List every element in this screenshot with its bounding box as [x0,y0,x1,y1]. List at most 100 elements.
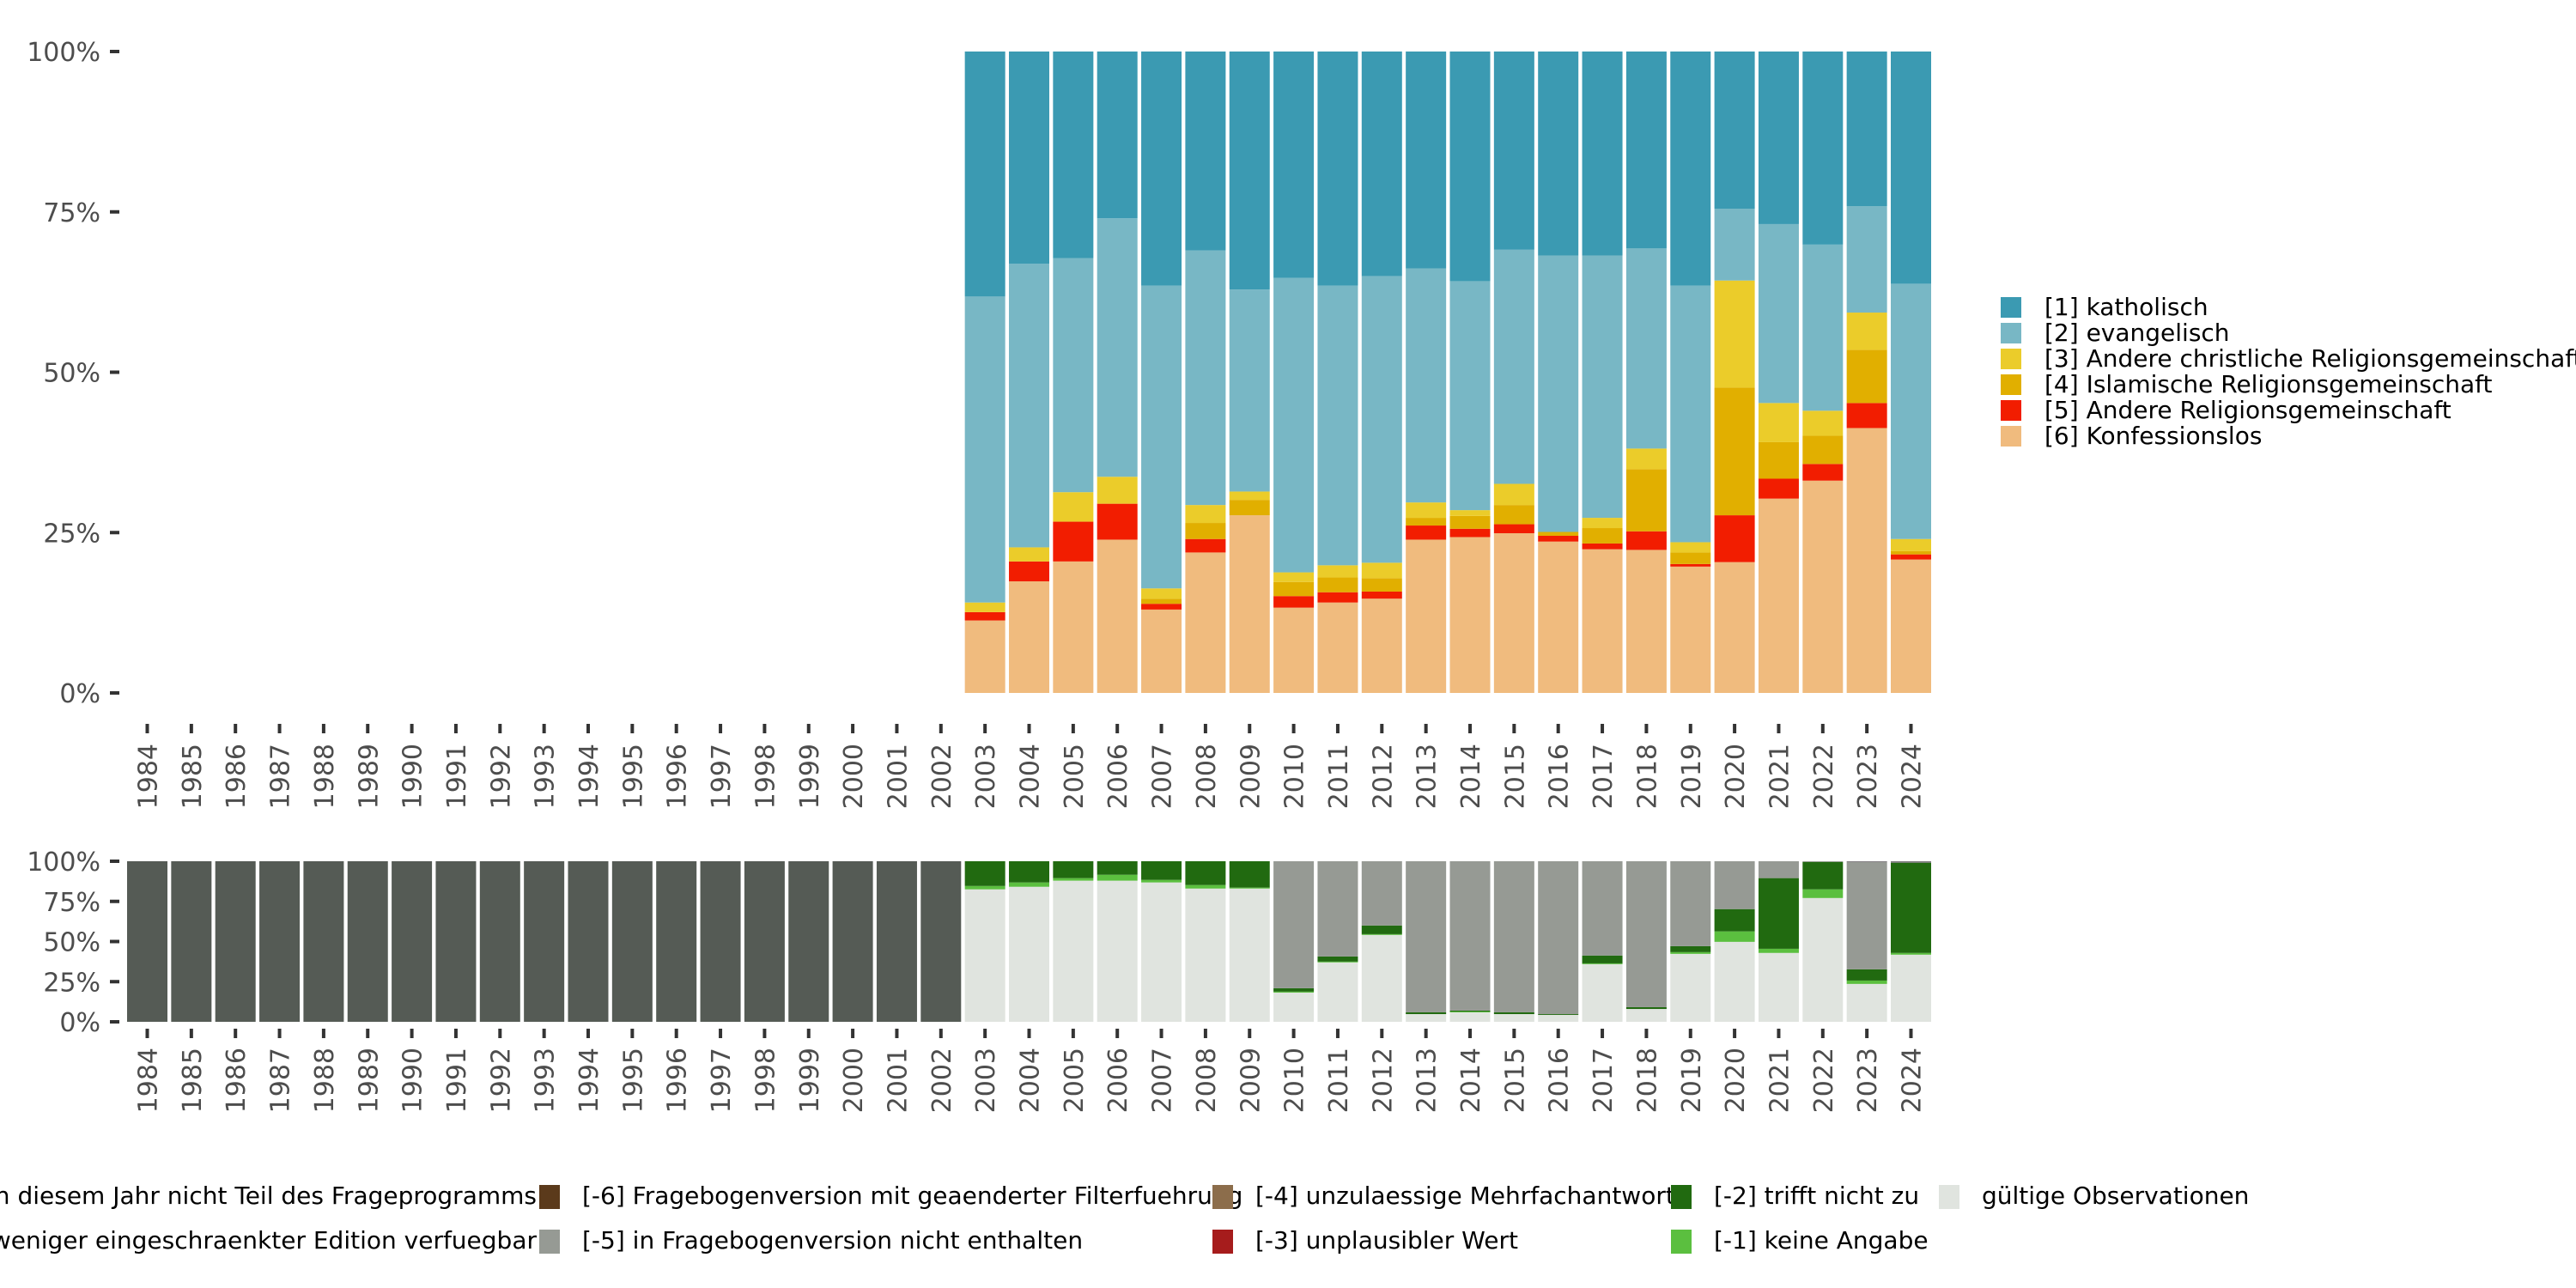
legend-label: in diesem Jahr nicht Teil des Frageprogr… [0,1182,537,1210]
bar-segment-2021-3-andere-christliche-religionsgemeinschaft [1758,403,1799,442]
bar-segment-2006-1-keine-angabe [1097,874,1138,881]
bar-segment-2017-1-katholisch [1582,52,1623,256]
legend-key [1939,1185,1959,1209]
bar-segment-1992-8-in-diesem-jahr-nicht-teil-des-frageprogramms [479,861,520,1022]
bar-segment-2006-3-andere-christliche-religionsgemeinschaft [1097,477,1138,504]
x-tick-label: 2012 [1368,1048,1398,1113]
bar-segment-2018-g-ltige-observationen [1625,1009,1667,1022]
bar-segment-2017-5-andere-religionsgemeinschaft [1582,543,1623,550]
bar-segment-2016-5-andere-religionsgemeinschaft [1538,535,1579,542]
bar-segment-2023-1-keine-angabe [1846,980,1887,984]
bar-segment-2022-1-keine-angabe [1802,889,1844,898]
bar-segment-2020-g-ltige-observationen [1714,941,1755,1022]
bar-segment-2022-5-andere-religionsgemeinschaft [1802,464,1844,481]
bar-segment-2004-3-andere-christliche-religionsgemeinschaft [1009,547,1049,562]
bar-segment-2024-2-evangelisch [1891,283,1931,539]
bar-segment-2019-4-islamische-religionsgemeinschaft [1670,552,1711,564]
x-tick-label: 2011 [1324,1048,1354,1113]
bar-segment-2022-g-ltige-observationen [1802,897,1844,1022]
bar-segment-2021-2-evangelisch [1758,223,1799,404]
bar-segment-2005-3-andere-christliche-religionsgemeinschaft [1053,492,1094,522]
bar-segment-2002-8-in-diesem-jahr-nicht-teil-des-frageprogramms [920,861,962,1022]
bar-segment-2018-5-andere-religionsgemeinschaft [1625,531,1667,550]
bar-segment-2008-5-andere-religionsgemeinschaft [1185,538,1226,553]
x-tick-label: 2011 [1324,744,1354,809]
x-tick-label: 2012 [1368,744,1398,809]
bar-segment-2013-2-trifft-nicht-zu [1406,1012,1447,1015]
bar-segment-2012-4-islamische-religionsgemeinschaft [1361,578,1402,592]
bar-segment-2019-g-ltige-observationen [1670,953,1711,1022]
bar-segment-2015-1-katholisch [1493,52,1534,250]
bar-segment-2017-5-in-fragebogenversion-nicht-enthalten [1582,861,1623,956]
legend-key [1671,1230,1692,1254]
bar-segment-2014-5-in-fragebogenversion-nicht-enthalten [1449,861,1491,1011]
x-tick-label: 1989 [354,744,384,809]
bar-segment-2016-6-konfessionslos [1538,541,1579,693]
x-tick-label: 1985 [178,1048,208,1113]
bar-segment-2014-3-andere-christliche-religionsgemeinschaft [1449,510,1491,516]
x-tick-label: 1990 [398,1048,428,1113]
bar-segment-2018-1-katholisch [1625,52,1667,249]
bar-segment-2004-1-keine-angabe [1009,882,1049,887]
x-tick-label: 2013 [1413,744,1443,809]
legend-key [2001,349,2021,369]
x-tick-label: 2005 [1060,1048,1090,1113]
bar-segment-2006-1-katholisch [1097,52,1138,219]
x-tick-label: 1992 [486,744,516,809]
y-tick-label: 25% [43,968,100,998]
bar-segment-2006-2-trifft-nicht-zu [1097,861,1138,875]
x-tick-label: 1988 [310,1048,340,1113]
bar-segment-2020-5-in-fragebogenversion-nicht-enthalten [1714,861,1755,909]
bar-segment-2023-2-evangelisch [1846,206,1887,313]
x-tick-label: 1995 [618,744,648,809]
bar-segment-1988-8-in-diesem-jahr-nicht-teil-des-frageprogramms [303,861,344,1022]
bar-segment-2017-3-andere-christliche-religionsgemeinschaft [1582,518,1623,529]
bar-segment-2005-2-trifft-nicht-zu [1053,861,1094,878]
bar-segment-2017-6-konfessionslos [1582,549,1623,693]
legend-key [539,1230,560,1254]
x-tick-label: 1986 [222,744,252,809]
bar-segment-2008-4-islamische-religionsgemeinschaft [1185,523,1226,539]
y-tick-label: 0% [59,679,100,709]
bar-segment-2019-6-konfessionslos [1670,566,1711,693]
bar-segment-2010-5-andere-religionsgemeinschaft [1273,596,1315,608]
bar-segment-2020-5-andere-religionsgemeinschaft [1714,515,1755,562]
legend-label: [-4] unzulaessige Mehrfachantwort [1255,1182,1675,1210]
bar-segment-2003-6-konfessionslos [964,620,1005,693]
bar-segment-2014-1-katholisch [1449,52,1491,282]
x-tick-label: 2004 [1016,1048,1046,1113]
bar-segment-2019-1-keine-angabe [1670,951,1711,954]
bar-segment-2005-2-evangelisch [1053,258,1094,493]
bar-segment-2011-g-ltige-observationen [1317,962,1358,1022]
bar-segment-2003-2-evangelisch [964,296,1005,603]
bar-segment-2007-1-katholisch [1141,52,1182,286]
bar-segment-2007-2-trifft-nicht-zu [1141,861,1182,880]
bar-segment-2014-2-trifft-nicht-zu [1449,1010,1491,1012]
x-tick-label: 1998 [750,744,781,809]
bar-segment-2013-6-konfessionslos [1406,539,1447,693]
bar-segment-2017-g-ltige-observationen [1582,963,1623,1022]
x-tick-label: 2017 [1589,1048,1619,1113]
x-tick-label: 1984 [134,1048,164,1113]
bar-segment-2023-5-andere-religionsgemeinschaft [1846,403,1887,428]
legend-key [1212,1230,1233,1254]
bar-segment-2003-1-keine-angabe [964,885,1005,890]
x-tick-label: 1989 [354,1048,384,1113]
bar-segment-2009-4-islamische-religionsgemeinschaft [1229,500,1270,516]
x-tick-label: 1996 [663,1048,693,1113]
bar-segment-2020-6-konfessionslos [1714,562,1755,693]
x-tick-label: 2010 [1280,744,1310,809]
bar-segment-1994-8-in-diesem-jahr-nicht-teil-des-frageprogramms [568,861,609,1022]
bar-segment-2016-1-katholisch [1538,52,1579,256]
bar-segment-1985-8-in-diesem-jahr-nicht-teil-des-frageprogramms [171,861,212,1022]
bar-segment-2008-6-konfessionslos [1185,552,1226,693]
bar-segment-2016-2-trifft-nicht-zu [1538,1014,1579,1015]
bar-segment-2023-4-islamische-religionsgemeinschaft [1846,349,1887,404]
bar-segment-2005-1-keine-angabe [1053,878,1094,881]
bar-segment-2010-2-evangelisch [1273,277,1315,573]
y-tick-label: 0% [59,1008,100,1038]
bar-segment-2012-g-ltige-observationen [1361,934,1402,1022]
legend-label: [5] Andere Religionsgemeinschaft [2044,396,2451,424]
bar-segment-2007-5-andere-religionsgemeinschaft [1141,604,1182,610]
